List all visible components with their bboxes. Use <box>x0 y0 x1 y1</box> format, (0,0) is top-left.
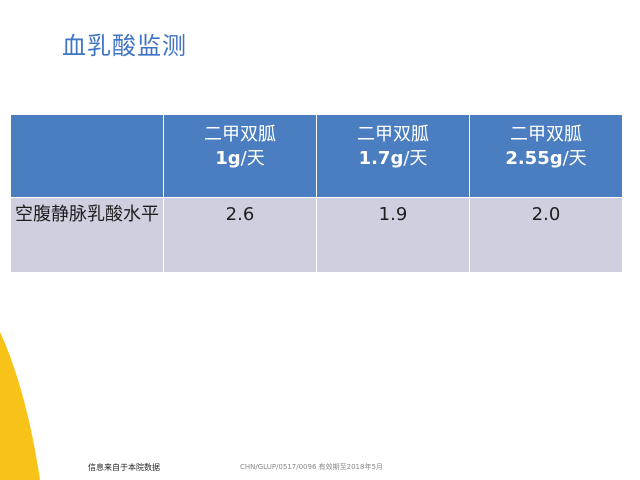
header-drug-name: 二甲双胍 <box>204 124 276 145</box>
header-dose-amount: 1.7g <box>358 148 404 169</box>
header-drug-name: 二甲双胍 <box>357 124 429 145</box>
header-dose-unit: /天 <box>403 148 428 169</box>
lactate-table: 二甲双胍 1g/天 二甲双胍 1.7g/天 二甲双胍 2.55g/天 空腹静脉乳… <box>10 114 623 273</box>
slide-title: 血乳酸监测 <box>62 32 187 60</box>
header-cell-dose-2: 二甲双胍 1.7g/天 <box>316 114 470 198</box>
lactate-value: 2.0 <box>531 204 561 225</box>
header-dose-amount: 2.55g <box>505 148 563 169</box>
header-dose: 1.7g/天 <box>317 147 469 171</box>
header-dose-unit: /天 <box>562 148 587 169</box>
table-header-row: 二甲双胍 1g/天 二甲双胍 1.7g/天 二甲双胍 2.55g/天 <box>10 114 623 198</box>
value-cell: 2.6 <box>163 197 317 273</box>
header-drug-name: 二甲双胍 <box>510 124 582 145</box>
footer-source-note: 信息来自于本院数据 <box>88 463 160 472</box>
row-label: 空腹静脉乳酸水平 <box>15 204 159 225</box>
table-row: 空腹静脉乳酸水平 2.6 1.9 2.0 <box>10 197 623 273</box>
header-dose: 1g/天 <box>164 147 316 171</box>
value-cell: 2.0 <box>469 197 623 273</box>
header-dose-unit: /天 <box>240 148 265 169</box>
yellow-swoosh-decoration <box>0 332 40 480</box>
footer-document-code: CHN/GLUP/0517/0096 有效期至2018年5月 <box>240 463 383 471</box>
lactate-value: 2.6 <box>225 204 255 225</box>
header-cell-dose-1: 二甲双胍 1g/天 <box>163 114 317 198</box>
header-dose: 2.55g/天 <box>470 147 622 171</box>
header-dose-amount: 1g <box>215 148 241 169</box>
yellow-swoosh-shape <box>0 332 40 480</box>
header-cell-dose-3: 二甲双胍 2.55g/天 <box>469 114 623 198</box>
lactate-value: 1.9 <box>378 204 408 225</box>
row-label-cell: 空腹静脉乳酸水平 <box>10 197 164 273</box>
header-empty-cell <box>10 114 164 198</box>
value-cell: 1.9 <box>316 197 470 273</box>
